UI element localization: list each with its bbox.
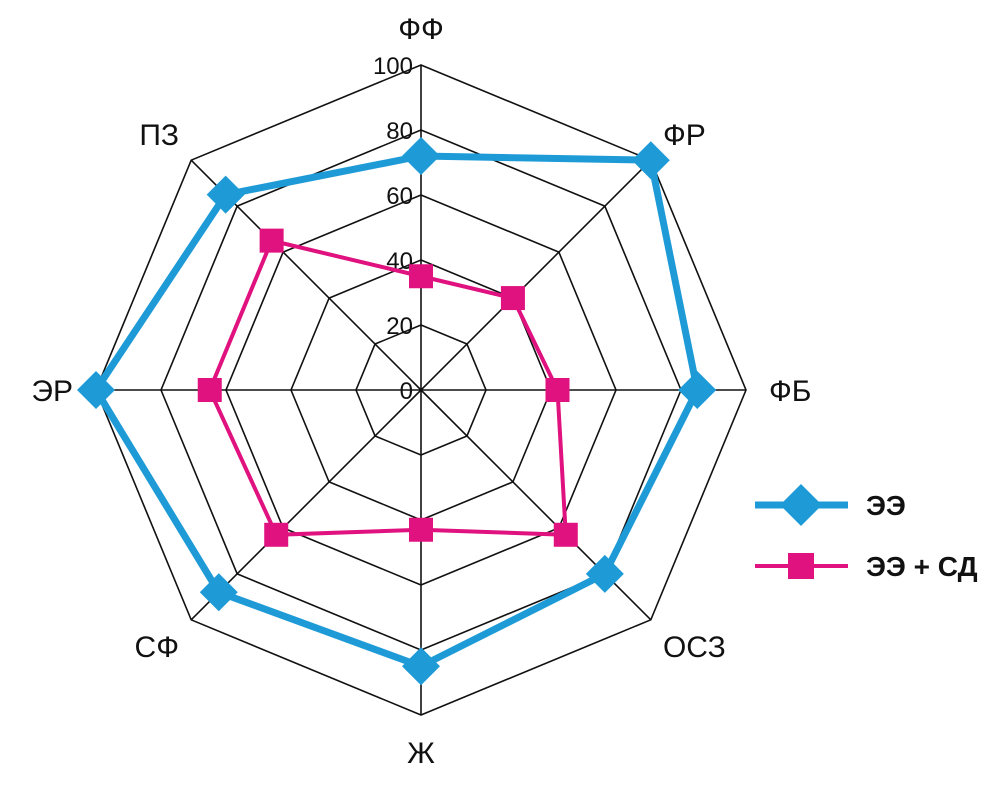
- tick-label-20: 20: [386, 313, 413, 340]
- series-0: [77, 137, 717, 686]
- legend-marker-ee: [780, 484, 822, 526]
- tick-label-60: 60: [386, 183, 413, 210]
- point-1-0: [409, 264, 433, 289]
- tick-label-100: 100: [373, 53, 413, 80]
- point-1-5: [264, 522, 289, 547]
- point-0-1: [631, 141, 670, 180]
- point-0-2: [678, 371, 717, 409]
- point-0-5: [199, 573, 238, 612]
- spoke-1: [420, 159, 652, 391]
- point-1-4: [409, 517, 433, 542]
- point-0-4: [402, 647, 440, 686]
- axis-labels: ФФ ФР ФБ ОСЗ Ж СФ ЭР ПЗ: [31, 13, 811, 770]
- point-1-2: [545, 378, 570, 402]
- point-1-6: [197, 378, 222, 402]
- legend: ЭЭ ЭЭ + СД: [755, 484, 978, 582]
- axis-label-4: Ж: [407, 737, 435, 770]
- tick-label-80: 80: [386, 118, 413, 145]
- axis-label-3: ОСЗ: [663, 631, 726, 664]
- tick-label-0: 0: [400, 378, 413, 405]
- axis-label-6: ЭР: [31, 375, 73, 408]
- point-1-3: [553, 522, 578, 547]
- point-1-7: [259, 228, 284, 253]
- legend-label-ee-sd: ЭЭ + СД: [866, 551, 978, 582]
- point-0-3: [585, 554, 624, 593]
- series-layer: [77, 137, 717, 686]
- series-1: [197, 228, 578, 547]
- point-0-6: [77, 371, 115, 409]
- axis-label-5: СФ: [135, 631, 179, 664]
- point-0-7: [206, 175, 245, 214]
- axis-label-2: ФБ: [769, 375, 812, 408]
- point-1-1: [500, 286, 525, 311]
- legend-label-ee: ЭЭ: [866, 490, 906, 521]
- legend-marker-ee-sd: [788, 553, 814, 579]
- axis-label-1: ФР: [663, 119, 706, 152]
- series-line-1: [207, 238, 568, 537]
- axis-label-0: ФФ: [398, 13, 444, 46]
- point-0-0: [402, 137, 440, 175]
- axis-label-7: ПЗ: [139, 119, 179, 152]
- spoke-5: [190, 389, 422, 621]
